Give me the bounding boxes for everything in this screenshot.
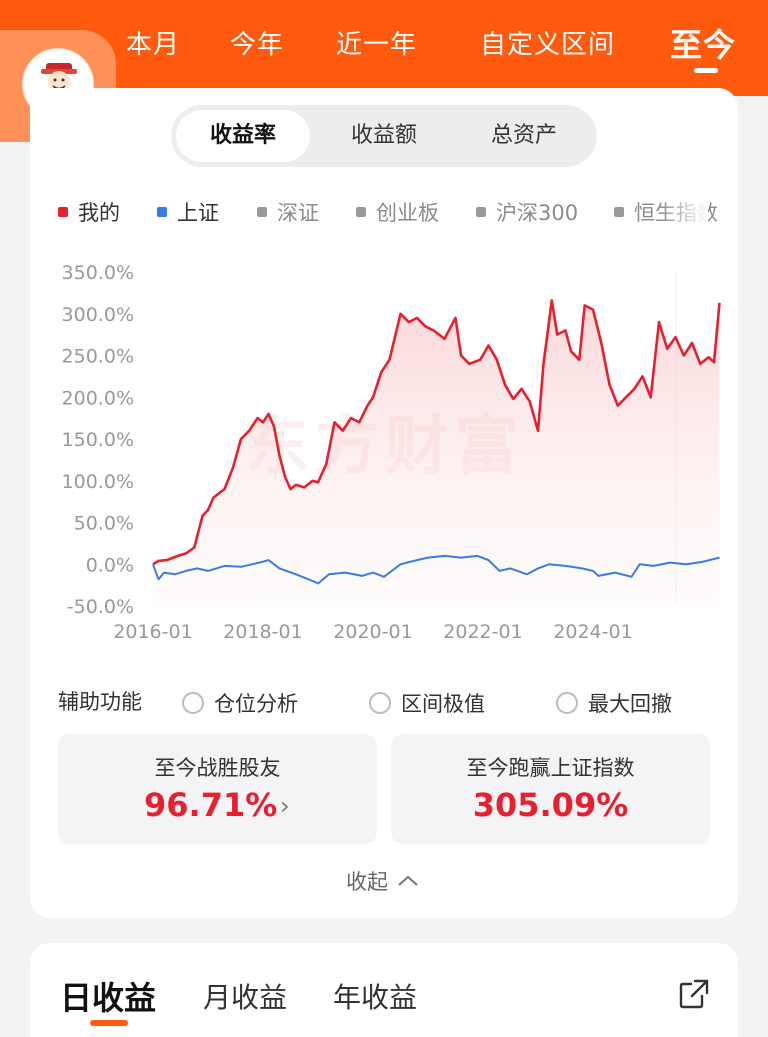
tab-past-year[interactable]: 近一年	[336, 30, 418, 60]
legend-item-chinext[interactable]: 创业板	[356, 198, 439, 226]
beat-peers-card[interactable]: 至今战胜股友 96.71% ›	[58, 734, 377, 844]
max-drawdown-radio[interactable]: 最大回撤	[556, 688, 672, 718]
chevron-up-icon	[398, 875, 418, 886]
collapse-button[interactable]: 收起	[346, 866, 420, 896]
legend-item-csi300[interactable]: 沪深300	[476, 198, 578, 226]
share-icon[interactable]	[676, 976, 712, 1012]
beat-index-card: 至今跑赢上证指数 305.09%	[391, 734, 710, 844]
segment-return-amount[interactable]: 收益额	[350, 123, 417, 148]
x-tick-label: 2018-01	[223, 621, 302, 643]
metric-segmented-control: 收益率 收益额 总资产	[171, 105, 597, 167]
y-tick-label: 50.0%	[74, 513, 134, 535]
beat-peers-label: 至今战胜股友	[154, 756, 281, 780]
period-tab-indicator	[90, 1020, 128, 1026]
beat-index-label: 至今跑赢上证指数	[466, 756, 635, 780]
radio-circle	[369, 692, 391, 714]
tab-this-month[interactable]: 本月	[126, 30, 181, 60]
legend-swatch	[257, 207, 267, 217]
chevron-right-icon: ›	[280, 792, 290, 820]
tab-since-inception[interactable]: 至今	[670, 26, 737, 64]
y-tick-label: -50.0%	[67, 596, 134, 618]
y-tick-label: 100.0%	[62, 471, 134, 493]
collapse-label: 收起	[346, 870, 388, 894]
legend-swatch	[476, 207, 486, 217]
radio-circle	[556, 692, 578, 714]
segment-total-assets[interactable]: 总资产	[490, 123, 557, 148]
legend-swatch	[157, 207, 167, 217]
period-tab-bar	[0, 0, 768, 96]
period-returns-card	[30, 943, 738, 1037]
x-tick-label: 2024-01	[553, 621, 632, 643]
series-mine-area	[153, 300, 720, 606]
legend-swatch	[614, 207, 624, 217]
legend-swatch	[58, 207, 68, 217]
y-tick-label: 300.0%	[62, 304, 134, 326]
y-tick-label: 200.0%	[62, 387, 134, 409]
tab-this-year[interactable]: 今年	[230, 30, 285, 60]
segment-return-rate[interactable]: 收益率	[176, 110, 310, 162]
active-tab-indicator	[694, 68, 718, 73]
legend-item-shanghai[interactable]: 上证	[157, 198, 219, 226]
tab-monthly-returns[interactable]: 月收益	[203, 981, 288, 1014]
beat-peers-value: 96.71%	[144, 786, 278, 824]
y-tick-label: 0.0%	[86, 554, 134, 576]
legend-item-shenzhen[interactable]: 深证	[257, 198, 319, 226]
x-tick-label: 2020-01	[333, 621, 412, 643]
x-tick-label: 2016-01	[113, 621, 192, 643]
y-tick-label: 150.0%	[62, 429, 134, 451]
series-shanghai-line	[152, 554, 720, 585]
y-tick-label: 250.0%	[62, 346, 134, 368]
legend-swatch	[356, 207, 366, 217]
position-analysis-radio[interactable]: 仓位分析	[182, 688, 298, 718]
returns-line-chart[interactable]: 350.0% 300.0% 250.0% 200.0% 150.0% 100.0% 50.0…	[0, 240, 768, 660]
legend-item-mine[interactable]: 我的	[58, 198, 120, 226]
series-mine-line	[152, 299, 721, 566]
range-extremes-radio[interactable]: 区间极值	[369, 688, 485, 718]
aux-functions-label: 辅助功能	[58, 690, 142, 714]
x-tick-label: 2022-01	[443, 621, 522, 643]
tab-yearly-returns[interactable]: 年收益	[333, 981, 418, 1014]
tab-custom-range[interactable]: 自定义区间	[480, 30, 616, 60]
y-tick-label: 350.0%	[62, 262, 134, 284]
beat-index-value: 305.09%	[472, 786, 629, 824]
tab-daily-returns[interactable]: 日收益	[60, 979, 157, 1017]
legend-scroll-fade	[660, 192, 708, 232]
radio-circle	[182, 692, 204, 714]
